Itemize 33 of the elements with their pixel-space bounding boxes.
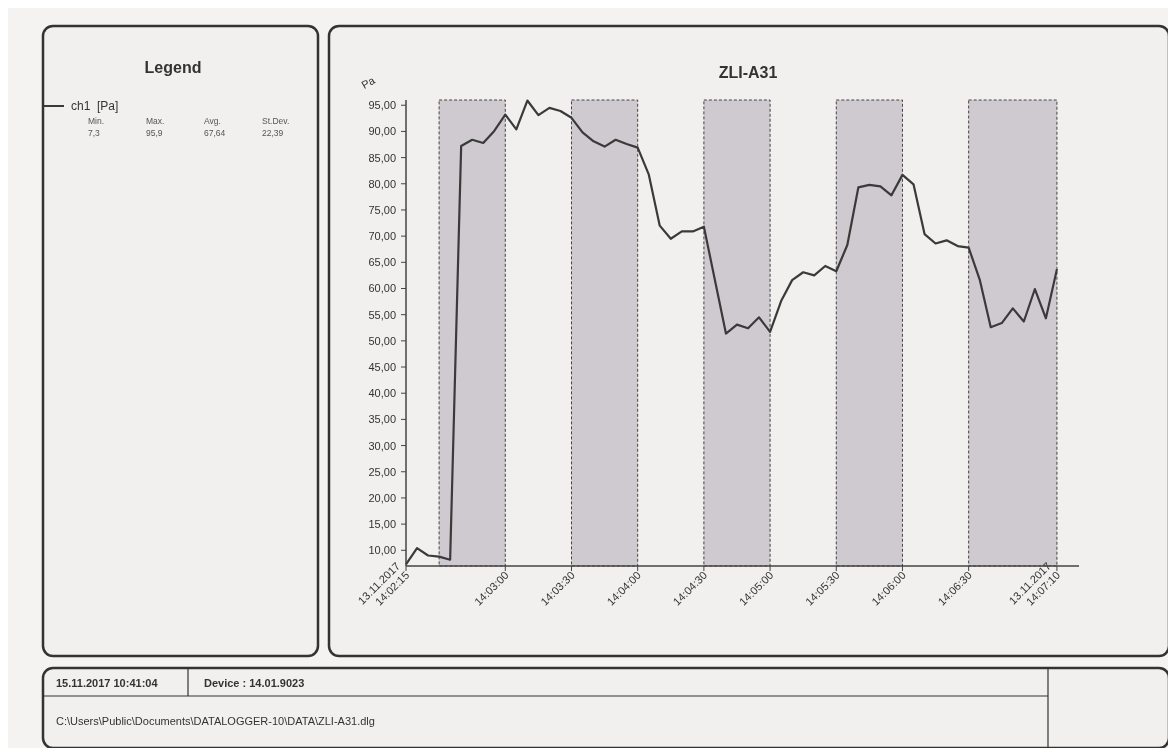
- y-tick-label: 80,00: [368, 177, 396, 190]
- text: 67,64: [204, 128, 226, 138]
- legend-title: Legend: [144, 59, 202, 76]
- text: 7,3: [88, 128, 101, 138]
- y-tick-label: 70,00: [368, 230, 396, 243]
- text: Min.: [88, 116, 105, 126]
- y-tick-label: 75,00: [368, 203, 396, 216]
- y-tick-label: 20,00: [368, 491, 396, 504]
- y-tick-label: 35,00: [368, 413, 396, 426]
- text: 22,39: [262, 128, 284, 138]
- chart-title: ZLI-A31: [718, 64, 778, 81]
- y-tick-label: 55,00: [368, 308, 396, 321]
- y-tick-label: 65,00: [368, 256, 396, 269]
- y-tick-label: 30,00: [368, 439, 396, 452]
- y-tick-label: 95,00: [368, 99, 396, 112]
- y-tick-label: 25,00: [368, 465, 396, 478]
- text: Avg.: [204, 116, 221, 126]
- text: 15.11.2017 10:41:04: [56, 677, 159, 689]
- y-tick-label: 90,00: [368, 125, 396, 138]
- y-tick-label: 15,00: [368, 518, 396, 531]
- y-tick-label: 10,00: [368, 544, 396, 557]
- text: 95,9: [146, 128, 163, 138]
- text: C:\Users\Public\Documents\DATALOGGER-10\DATA\ZLI-A31.dlg: [56, 715, 375, 727]
- y-tick-label: 45,00: [368, 361, 396, 374]
- text: Device : 14.01.9023: [204, 677, 305, 689]
- y-tick-label: 50,00: [368, 334, 396, 347]
- y-tick-label: 85,00: [368, 151, 396, 164]
- legend-label: ch1 [Pa]: [71, 99, 119, 113]
- y-tick-label: 40,00: [368, 387, 396, 400]
- text: St.Dev.: [262, 116, 290, 126]
- text: Max.: [146, 116, 165, 126]
- y-tick-label: 60,00: [368, 282, 396, 295]
- y-axis-title: Pa: [359, 73, 378, 92]
